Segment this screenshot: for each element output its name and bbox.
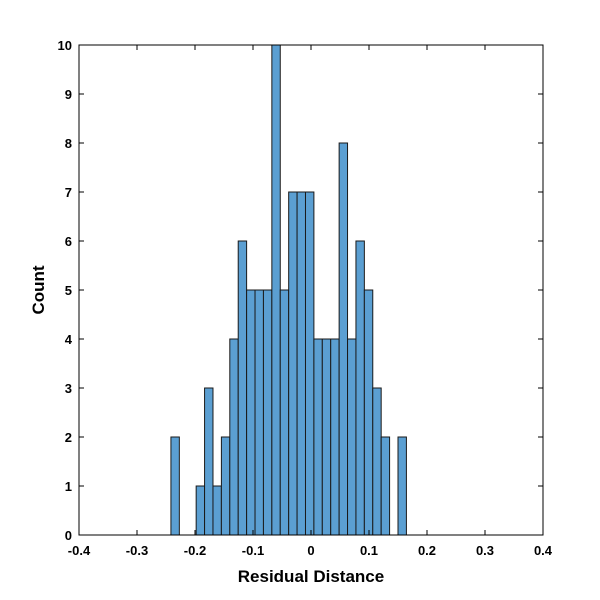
histogram-bar	[397, 436, 407, 536]
histogram-bar	[229, 338, 239, 536]
histogram-bar	[296, 191, 306, 536]
histogram-bar	[330, 338, 340, 536]
histogram-bar	[279, 289, 290, 536]
y-axis-title: Count	[29, 265, 48, 314]
y-tick-label: 6	[65, 234, 72, 249]
x-tick-label: 0	[307, 543, 314, 558]
histogram-bar	[363, 289, 374, 536]
x-tick-labels: -0.4 -0.3 -0.2 -0.1 0 0.1 0.2 0.3 0.4	[68, 543, 553, 558]
histogram-bar	[313, 338, 323, 536]
histogram-bar	[355, 240, 365, 536]
x-tick-label: -0.2	[184, 543, 206, 558]
histogram-bar	[237, 240, 248, 536]
histogram-bar	[372, 387, 382, 536]
y-tick-label: 0	[65, 528, 72, 543]
y-tick-label: 1	[65, 479, 72, 494]
x-tick-label: 0.1	[360, 543, 378, 558]
histogram-bar	[262, 289, 273, 536]
y-tick-label: 8	[65, 136, 72, 151]
x-tick-label: -0.1	[242, 543, 264, 558]
histogram-bar	[170, 436, 180, 536]
histogram-bar	[321, 338, 332, 536]
x-tick-label: 0.2	[418, 543, 436, 558]
y-tick-label: 9	[65, 87, 72, 102]
y-tick-label: 7	[65, 185, 72, 200]
x-tick-label: 0.4	[534, 543, 553, 558]
y-tick-label: 2	[65, 430, 72, 445]
y-tick-labels: 0 1 2 3 4 5 6 7 8 9 10	[58, 38, 73, 543]
histogram-bar	[220, 436, 231, 536]
histogram-bar	[288, 191, 298, 536]
histogram-bar	[195, 485, 206, 536]
histogram-bar	[347, 338, 357, 536]
histogram-bar	[338, 142, 349, 536]
x-axis-title: Residual Distance	[238, 567, 384, 586]
histogram-bar	[304, 191, 315, 536]
histogram-bar	[271, 44, 281, 536]
y-tick-label: 4	[65, 332, 73, 347]
histogram-bar	[254, 289, 264, 536]
histogram-bar	[204, 387, 214, 536]
histogram-bar	[380, 436, 391, 536]
x-tick-label: -0.4	[68, 543, 91, 558]
x-tick-label: -0.3	[126, 543, 148, 558]
y-tick-label: 3	[65, 381, 72, 396]
histogram-bar	[212, 485, 222, 536]
x-tick-label: 0.3	[476, 543, 494, 558]
y-tick-label: 5	[65, 283, 72, 298]
plot-area-border	[78, 44, 544, 536]
histogram-bar	[246, 289, 256, 536]
y-tick-label: 10	[58, 38, 72, 53]
